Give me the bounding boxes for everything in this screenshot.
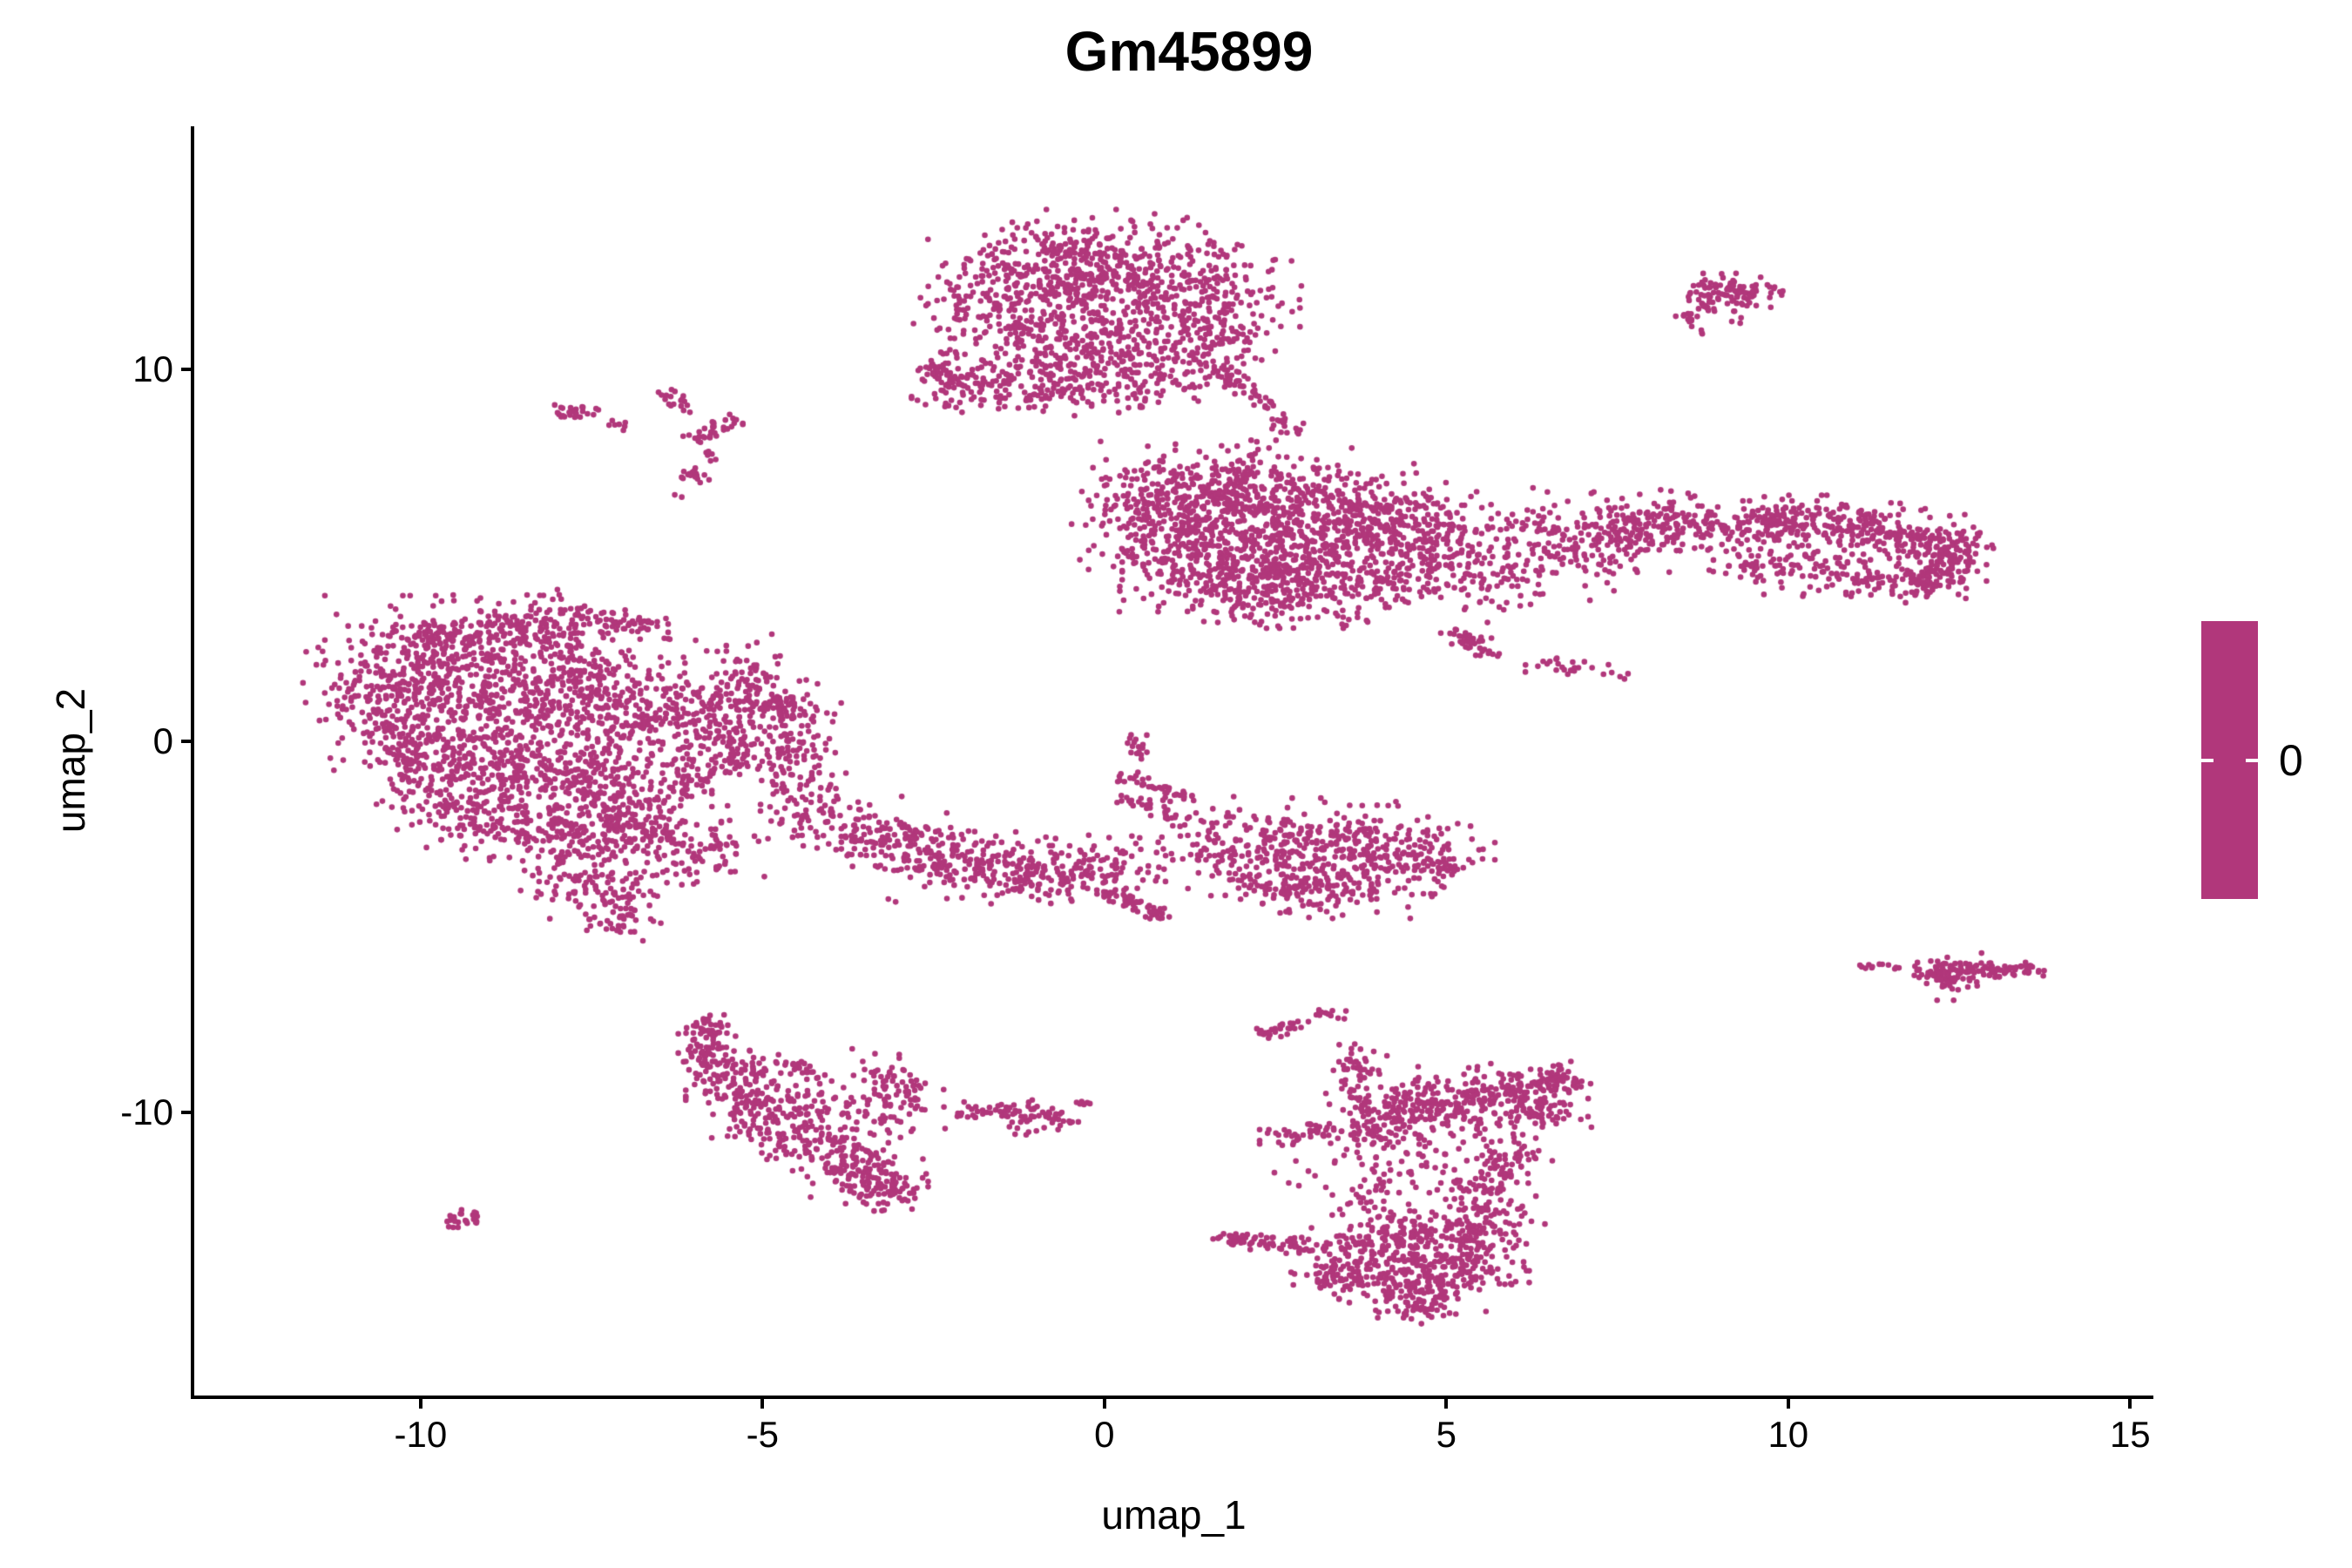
y-tick-mark: [181, 1111, 191, 1115]
plot-title: Gm45899: [1064, 20, 1314, 83]
x-tick-label: 0: [1094, 1414, 1115, 1455]
x-tick-mark: [2128, 1399, 2132, 1409]
x-tick-mark: [1102, 1399, 1106, 1409]
legend-tick-mark-left: [2201, 759, 2213, 762]
y-tick-mark: [181, 368, 191, 372]
y-tick-label: -10: [120, 1092, 173, 1133]
x-tick-mark: [760, 1399, 765, 1409]
x-axis-line: [191, 1396, 2153, 1399]
x-tick-mark: [418, 1399, 422, 1409]
x-axis-title: umap_1: [1101, 1492, 1247, 1538]
scatter-points-canvas: [194, 126, 2153, 1396]
y-axis-line: [191, 126, 194, 1399]
y-axis-title: umap_2: [48, 687, 93, 834]
y-tick-label: 0: [152, 720, 173, 761]
plot-panel: -10 -5 0 5 10 15 10 0 -10: [120, 126, 2153, 1453]
y-tick-mark: [181, 739, 191, 743]
x-tick-label: -5: [746, 1414, 779, 1455]
x-tick-mark: [1444, 1399, 1449, 1409]
x-tick-mark: [1786, 1399, 1790, 1409]
x-tick-label: 10: [1767, 1414, 1809, 1455]
x-tick-label: -10: [394, 1414, 448, 1455]
y-tick-label: 10: [132, 348, 173, 390]
legend-tick-mark-right: [2246, 759, 2258, 762]
x-tick-label: 15: [2109, 1414, 2151, 1455]
x-tick-label: 5: [1436, 1414, 1456, 1455]
legend-label: 0: [2279, 736, 2303, 785]
